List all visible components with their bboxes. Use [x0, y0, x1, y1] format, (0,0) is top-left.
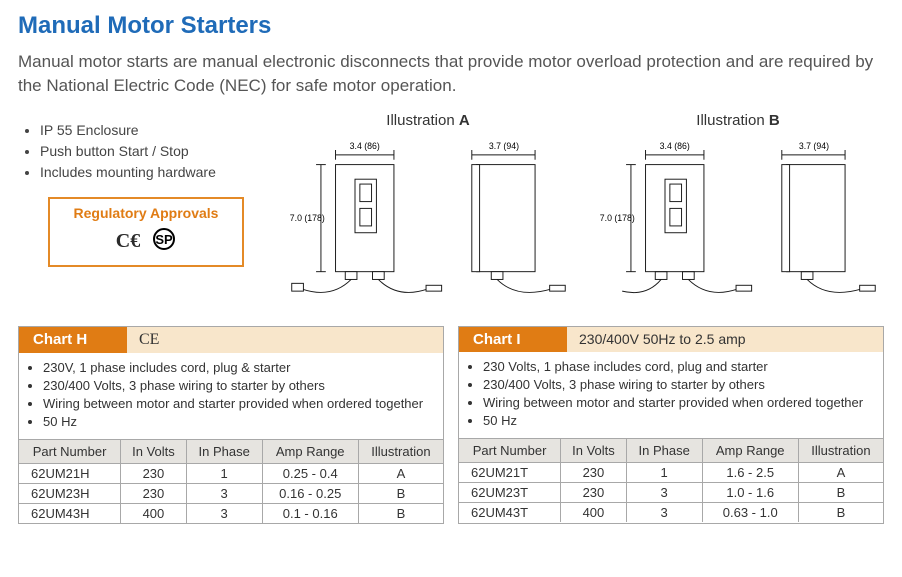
table-cell: 230	[121, 464, 187, 484]
chart-note: 50 Hz	[43, 413, 433, 431]
illustration-a-title: Illustration A	[282, 112, 574, 129]
chart-i-subtitle: 230/400V 50Hz to 2.5 amp	[567, 327, 883, 352]
illustration-a: Illustration A	[282, 112, 574, 316]
illustrations-column: Illustration A	[282, 112, 884, 316]
table-cell: 3	[626, 483, 702, 503]
col-phase: In Phase	[626, 439, 702, 463]
table-cell: 62UM43H	[19, 504, 121, 524]
regulatory-box: Regulatory Approvals C€ SP	[48, 197, 244, 267]
table-row: 62UM43T40030.63 - 1.0B	[459, 503, 883, 523]
table-cell: 0.16 - 0.25	[262, 484, 358, 504]
table-cell: 3	[626, 503, 702, 523]
chart-note: 50 Hz	[483, 412, 873, 430]
table-cell: 1.6 - 2.5	[702, 463, 798, 483]
features-column: IP 55 Enclosure Push button Start / Stop…	[18, 112, 268, 267]
svg-text:7.0 (178): 7.0 (178)	[290, 213, 325, 223]
table-row: 62UM21T23011.6 - 2.5A	[459, 463, 883, 483]
table-cell: 0.63 - 1.0	[702, 503, 798, 523]
svg-text:7.0 (178): 7.0 (178)	[600, 213, 635, 223]
regulatory-title: Regulatory Approvals	[66, 205, 226, 221]
col-volts: In Volts	[561, 439, 627, 463]
chart-h-subtitle: CE	[127, 327, 443, 353]
table-cell: 62UM23T	[459, 483, 561, 503]
col-amp: Amp Range	[702, 439, 798, 463]
col-phase: In Phase	[186, 440, 262, 464]
intro-text: Manual motor starts are manual electroni…	[18, 50, 884, 98]
col-amp: Amp Range	[262, 440, 358, 464]
chart-note: 230/400 Volts, 3 phase wiring to starter…	[483, 376, 873, 394]
svg-text:3.4 (86): 3.4 (86)	[350, 141, 380, 151]
table-cell: 400	[121, 504, 187, 524]
table-cell: 62UM43T	[459, 503, 561, 523]
table-cell: 3	[186, 504, 262, 524]
chart-h-table: Part Number In Volts In Phase Amp Range …	[19, 439, 443, 523]
table-cell: 230	[561, 463, 627, 483]
page-title: Manual Motor Starters	[18, 12, 884, 40]
svg-text:3.7 (94): 3.7 (94)	[489, 141, 519, 151]
svg-text:3.4 (86): 3.4 (86)	[660, 141, 690, 151]
svg-text:3.7 (94): 3.7 (94)	[799, 141, 829, 151]
chart-note: Wiring between motor and starter provide…	[43, 395, 433, 413]
table-cell: 0.1 - 0.16	[262, 504, 358, 524]
chart-i-table: Part Number In Volts In Phase Amp Range …	[459, 438, 883, 522]
chart-note: 230/400 Volts, 3 phase wiring to starter…	[43, 377, 433, 395]
chart-note: 230V, 1 phase includes cord, plug & star…	[43, 359, 433, 377]
table-cell: 62UM23H	[19, 484, 121, 504]
chart-i-notes: 230 Volts, 1 phase includes cord, plug a…	[459, 352, 883, 439]
table-cell: A	[798, 463, 883, 483]
table-cell: B	[798, 483, 883, 503]
col-illus: Illustration	[358, 440, 443, 464]
top-row: IP 55 Enclosure Push button Start / Stop…	[18, 112, 884, 316]
feature-item: IP 55 Enclosure	[40, 120, 268, 141]
col-part: Part Number	[19, 440, 121, 464]
table-cell: 1	[626, 463, 702, 483]
chart-i-tab: Chart I	[459, 327, 567, 352]
table-cell: 62UM21H	[19, 464, 121, 484]
feature-item: Includes mounting hardware	[40, 162, 268, 183]
feature-list: IP 55 Enclosure Push button Start / Stop…	[40, 120, 268, 183]
illustration-b: Illustration B 3.4 (86)	[592, 112, 884, 316]
table-cell: B	[358, 484, 443, 504]
table-row: 62UM23T23031.0 - 1.6B	[459, 483, 883, 503]
table-cell: A	[358, 464, 443, 484]
regulatory-marks: C€ SP	[66, 227, 226, 257]
chart-note: 230 Volts, 1 phase includes cord, plug a…	[483, 358, 873, 376]
col-illus: Illustration	[798, 439, 883, 463]
table-row: 62UM43H40030.1 - 0.16B	[19, 504, 443, 524]
chart-h-notes: 230V, 1 phase includes cord, plug & star…	[19, 353, 443, 440]
csa-mark-icon: SP	[152, 227, 176, 257]
table-cell: 230	[561, 483, 627, 503]
chart-i-box: Chart I 230/400V 50Hz to 2.5 amp 230 Vol…	[458, 326, 884, 525]
chart-i-tbody: 62UM21T23011.6 - 2.5A62UM23T23031.0 - 1.…	[459, 463, 883, 523]
table-cell: B	[358, 504, 443, 524]
chart-h-box: Chart H CE 230V, 1 phase includes cord, …	[18, 326, 444, 525]
table-cell: 230	[121, 484, 187, 504]
chart-note: Wiring between motor and starter provide…	[483, 394, 873, 412]
table-row: 62UM21H23010.25 - 0.4A	[19, 464, 443, 484]
table-cell: 1	[186, 464, 262, 484]
table-cell: 400	[561, 503, 627, 523]
table-cell: 0.25 - 0.4	[262, 464, 358, 484]
feature-item: Push button Start / Stop	[40, 141, 268, 162]
col-volts: In Volts	[121, 440, 187, 464]
ce-mark-icon: C€	[116, 230, 140, 253]
illustration-a-diagram: 3.4 (86) 7.0 (178) 3.7 (94	[282, 133, 574, 313]
chart-h-tbody: 62UM21H23010.25 - 0.4A62UM23H23030.16 - …	[19, 464, 443, 524]
illustration-b-title: Illustration B	[592, 112, 884, 129]
table-cell: 62UM21T	[459, 463, 561, 483]
table-cell: B	[798, 503, 883, 523]
col-part: Part Number	[459, 439, 561, 463]
table-row: 62UM23H23030.16 - 0.25B	[19, 484, 443, 504]
svg-text:SP: SP	[156, 232, 174, 247]
illustration-b-diagram: 3.4 (86) 7.0 (178) 3.7 (94)	[592, 133, 884, 313]
table-cell: 1.0 - 1.6	[702, 483, 798, 503]
table-cell: 3	[186, 484, 262, 504]
chart-h-tab: Chart H	[19, 327, 127, 353]
charts-row: Chart H CE 230V, 1 phase includes cord, …	[18, 326, 884, 525]
